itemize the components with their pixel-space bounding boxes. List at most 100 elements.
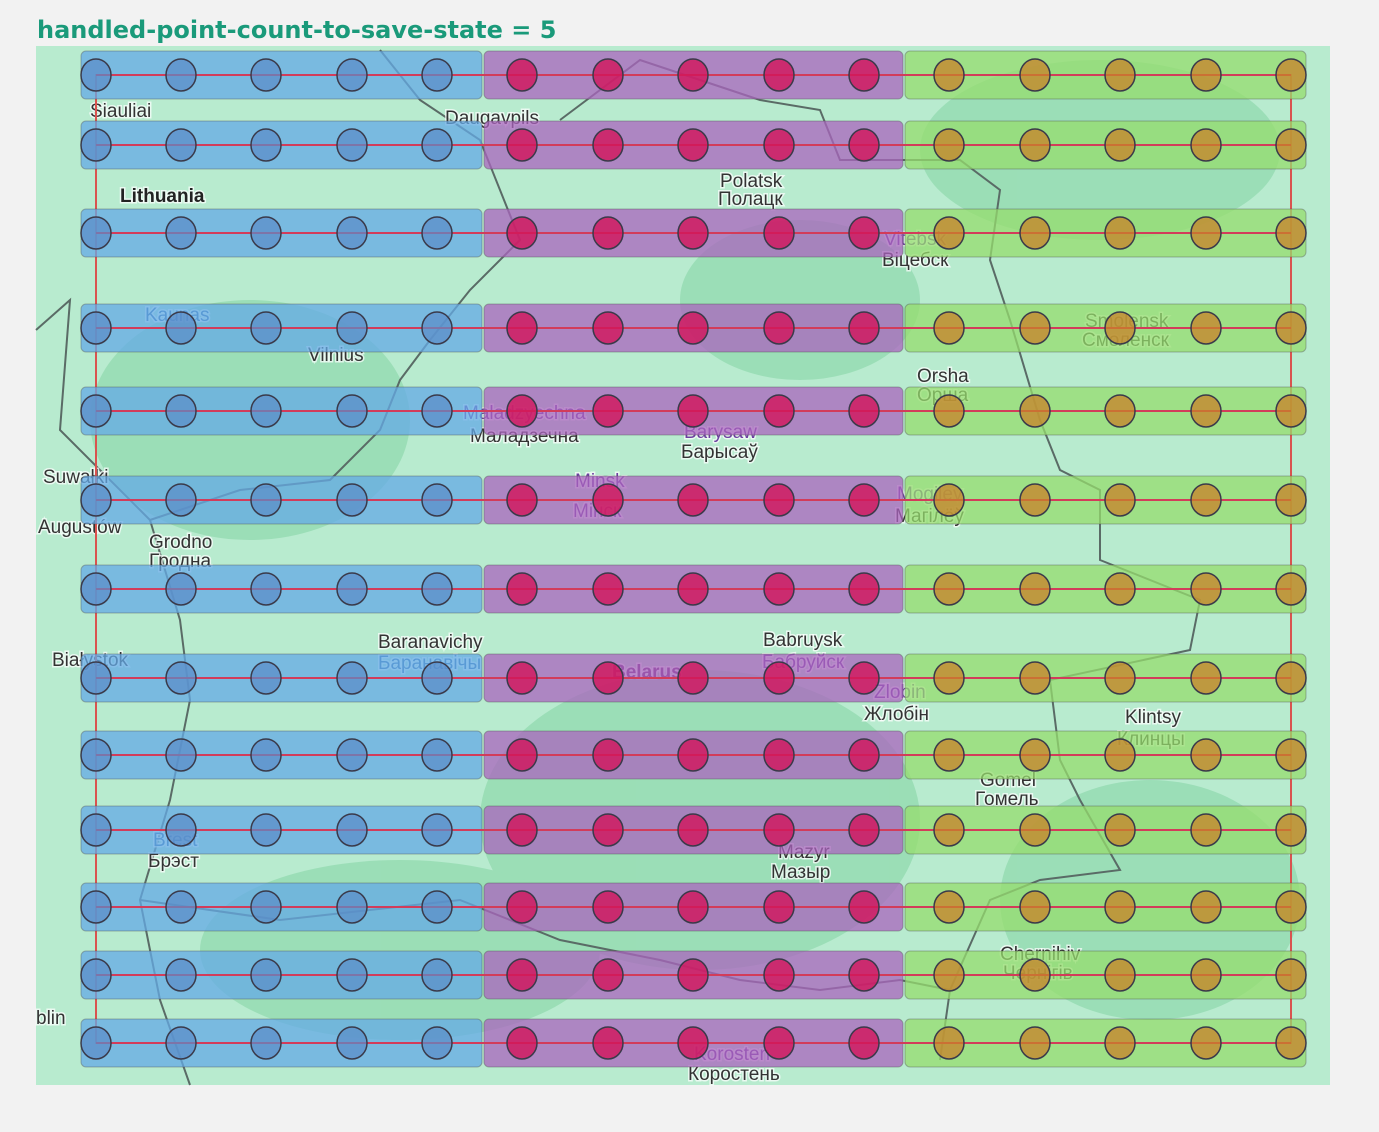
point — [421, 128, 453, 162]
point — [80, 1026, 112, 1060]
point — [80, 890, 112, 924]
point — [763, 483, 795, 517]
point — [1190, 128, 1222, 162]
point — [80, 572, 112, 606]
point — [933, 738, 965, 772]
point — [80, 216, 112, 250]
point — [421, 958, 453, 992]
point — [250, 58, 282, 92]
point — [250, 128, 282, 162]
point — [80, 958, 112, 992]
place-label: Полацк — [718, 189, 783, 210]
point — [336, 394, 368, 428]
point — [1019, 1026, 1051, 1060]
point — [1104, 58, 1136, 92]
point — [677, 394, 709, 428]
point — [677, 128, 709, 162]
point — [848, 483, 880, 517]
point — [848, 890, 880, 924]
point — [848, 1026, 880, 1060]
point — [1275, 311, 1307, 345]
point — [336, 128, 368, 162]
point — [592, 1026, 624, 1060]
point — [592, 572, 624, 606]
point — [1275, 58, 1307, 92]
point — [1190, 813, 1222, 847]
point — [677, 661, 709, 695]
point — [1104, 128, 1136, 162]
point-grid — [80, 50, 1307, 1068]
point — [848, 58, 880, 92]
point — [1190, 1026, 1222, 1060]
point — [1275, 572, 1307, 606]
place-label: Жлобін — [864, 704, 929, 725]
point — [336, 572, 368, 606]
point — [1275, 394, 1307, 428]
point — [336, 58, 368, 92]
point — [250, 813, 282, 847]
point — [677, 216, 709, 250]
point — [506, 216, 538, 250]
point — [165, 958, 197, 992]
point — [165, 128, 197, 162]
place-label: Lithuania — [120, 186, 205, 207]
point — [763, 738, 795, 772]
point — [1190, 58, 1222, 92]
point — [592, 890, 624, 924]
point — [848, 958, 880, 992]
point — [506, 813, 538, 847]
point — [80, 58, 112, 92]
point — [592, 216, 624, 250]
point — [1019, 58, 1051, 92]
point — [592, 813, 624, 847]
point — [592, 128, 624, 162]
point — [763, 311, 795, 345]
point — [592, 661, 624, 695]
point — [250, 483, 282, 517]
point — [506, 572, 538, 606]
point — [933, 483, 965, 517]
point — [1019, 813, 1051, 847]
point — [1190, 572, 1222, 606]
point — [1104, 1026, 1136, 1060]
point — [1019, 661, 1051, 695]
place-label: blin — [36, 1008, 66, 1029]
place-label: Siauliai — [90, 101, 151, 122]
point — [848, 394, 880, 428]
point — [677, 813, 709, 847]
point — [592, 311, 624, 345]
point — [1019, 216, 1051, 250]
point — [1190, 958, 1222, 992]
point — [763, 958, 795, 992]
point — [677, 311, 709, 345]
point — [592, 394, 624, 428]
point — [1104, 813, 1136, 847]
point — [506, 1026, 538, 1060]
point — [506, 661, 538, 695]
point — [1104, 216, 1136, 250]
point — [677, 572, 709, 606]
point — [80, 394, 112, 428]
place-label: Барысаў — [681, 442, 758, 463]
point — [677, 483, 709, 517]
point — [677, 890, 709, 924]
point — [336, 958, 368, 992]
point — [336, 483, 368, 517]
point — [250, 216, 282, 250]
point — [250, 394, 282, 428]
point — [763, 128, 795, 162]
point — [1104, 890, 1136, 924]
point — [336, 738, 368, 772]
point — [80, 483, 112, 517]
point — [165, 572, 197, 606]
point — [848, 661, 880, 695]
point — [763, 58, 795, 92]
point — [848, 572, 880, 606]
point — [336, 1026, 368, 1060]
point — [933, 958, 965, 992]
point — [80, 738, 112, 772]
point — [506, 958, 538, 992]
point — [1104, 661, 1136, 695]
point — [592, 958, 624, 992]
